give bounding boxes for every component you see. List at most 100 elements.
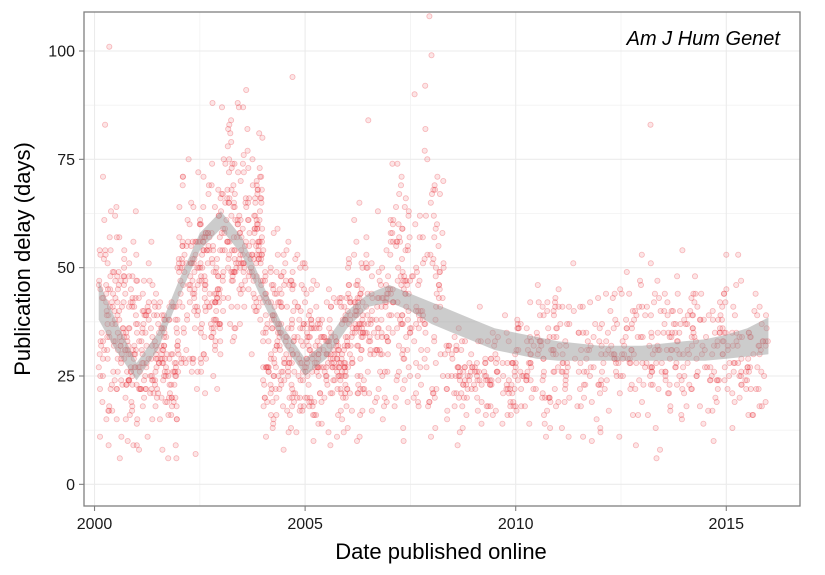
data-point xyxy=(363,264,370,271)
data-point xyxy=(313,325,320,332)
data-point xyxy=(126,303,133,310)
data-point xyxy=(251,294,258,301)
data-point xyxy=(126,273,133,280)
data-point xyxy=(647,364,654,371)
data-point xyxy=(422,126,429,133)
data-point xyxy=(286,359,293,366)
data-point xyxy=(455,372,462,379)
data-point xyxy=(201,303,208,310)
data-point xyxy=(242,277,249,284)
data-point xyxy=(458,390,465,397)
data-point xyxy=(555,303,562,310)
data-point xyxy=(97,385,104,392)
data-point xyxy=(523,325,530,332)
data-point xyxy=(104,355,111,362)
data-point xyxy=(321,394,328,401)
data-point xyxy=(209,260,216,267)
data-point xyxy=(216,320,223,327)
data-point xyxy=(366,333,373,340)
data-point xyxy=(341,372,348,379)
data-point xyxy=(104,260,111,267)
data-point xyxy=(337,407,344,414)
data-point xyxy=(179,242,186,249)
data-point xyxy=(384,351,391,358)
data-point xyxy=(124,437,131,444)
data-point xyxy=(193,385,200,392)
data-point xyxy=(180,329,187,336)
data-point xyxy=(262,273,269,280)
data-point xyxy=(326,325,333,332)
data-point xyxy=(208,325,215,332)
data-point xyxy=(735,251,742,258)
data-point xyxy=(215,186,222,193)
data-point xyxy=(234,221,241,228)
data-point xyxy=(436,190,443,197)
data-point xyxy=(284,325,291,332)
data-point xyxy=(154,355,161,362)
data-point xyxy=(563,368,570,375)
data-point xyxy=(268,385,275,392)
data-point xyxy=(605,407,612,414)
data-point xyxy=(123,381,130,388)
data-point xyxy=(376,346,383,353)
data-point xyxy=(197,260,204,267)
data-point xyxy=(713,398,720,405)
data-point xyxy=(392,394,399,401)
data-point xyxy=(493,368,500,375)
data-point xyxy=(358,346,365,353)
data-point xyxy=(690,290,697,297)
data-point xyxy=(175,368,182,375)
data-point xyxy=(307,346,314,353)
data-point xyxy=(179,242,186,249)
data-point xyxy=(252,199,259,206)
data-point xyxy=(678,416,685,423)
data-point xyxy=(281,377,288,384)
data-point xyxy=(432,186,439,193)
data-point xyxy=(435,242,442,249)
data-point xyxy=(507,411,514,418)
data-point xyxy=(254,221,261,228)
data-point xyxy=(297,325,304,332)
data-point xyxy=(432,424,439,431)
data-point xyxy=(494,368,501,375)
data-point xyxy=(208,182,215,189)
data-point xyxy=(373,346,380,353)
data-point xyxy=(234,221,241,228)
data-point xyxy=(201,286,208,293)
data-point xyxy=(316,390,323,397)
data-point xyxy=(745,368,752,375)
data-point xyxy=(217,195,224,202)
data-point xyxy=(358,346,365,353)
data-point xyxy=(275,372,282,379)
data-point xyxy=(260,403,267,410)
data-point xyxy=(216,290,223,297)
data-point xyxy=(133,381,140,388)
data-point xyxy=(188,368,195,375)
data-point xyxy=(161,342,168,349)
data-point xyxy=(696,316,703,323)
data-point xyxy=(507,398,514,405)
data-point xyxy=(684,312,691,319)
data-point xyxy=(408,325,415,332)
data-point xyxy=(253,225,260,232)
data-point xyxy=(267,351,274,358)
data-point xyxy=(210,325,217,332)
data-point xyxy=(174,316,181,323)
data-point xyxy=(255,303,262,310)
data-point xyxy=(545,325,552,332)
data-point xyxy=(111,307,118,314)
data-point xyxy=(230,199,237,206)
data-point xyxy=(264,364,271,371)
data-point xyxy=(509,390,516,397)
data-point xyxy=(709,307,716,314)
data-point xyxy=(404,281,411,288)
data-point xyxy=(325,429,332,436)
data-point xyxy=(403,277,410,284)
data-point xyxy=(151,299,158,306)
data-point xyxy=(358,325,365,332)
data-point xyxy=(492,407,499,414)
data-point xyxy=(693,372,700,379)
data-point xyxy=(555,286,562,293)
data-point xyxy=(558,424,565,431)
data-point xyxy=(742,377,749,384)
